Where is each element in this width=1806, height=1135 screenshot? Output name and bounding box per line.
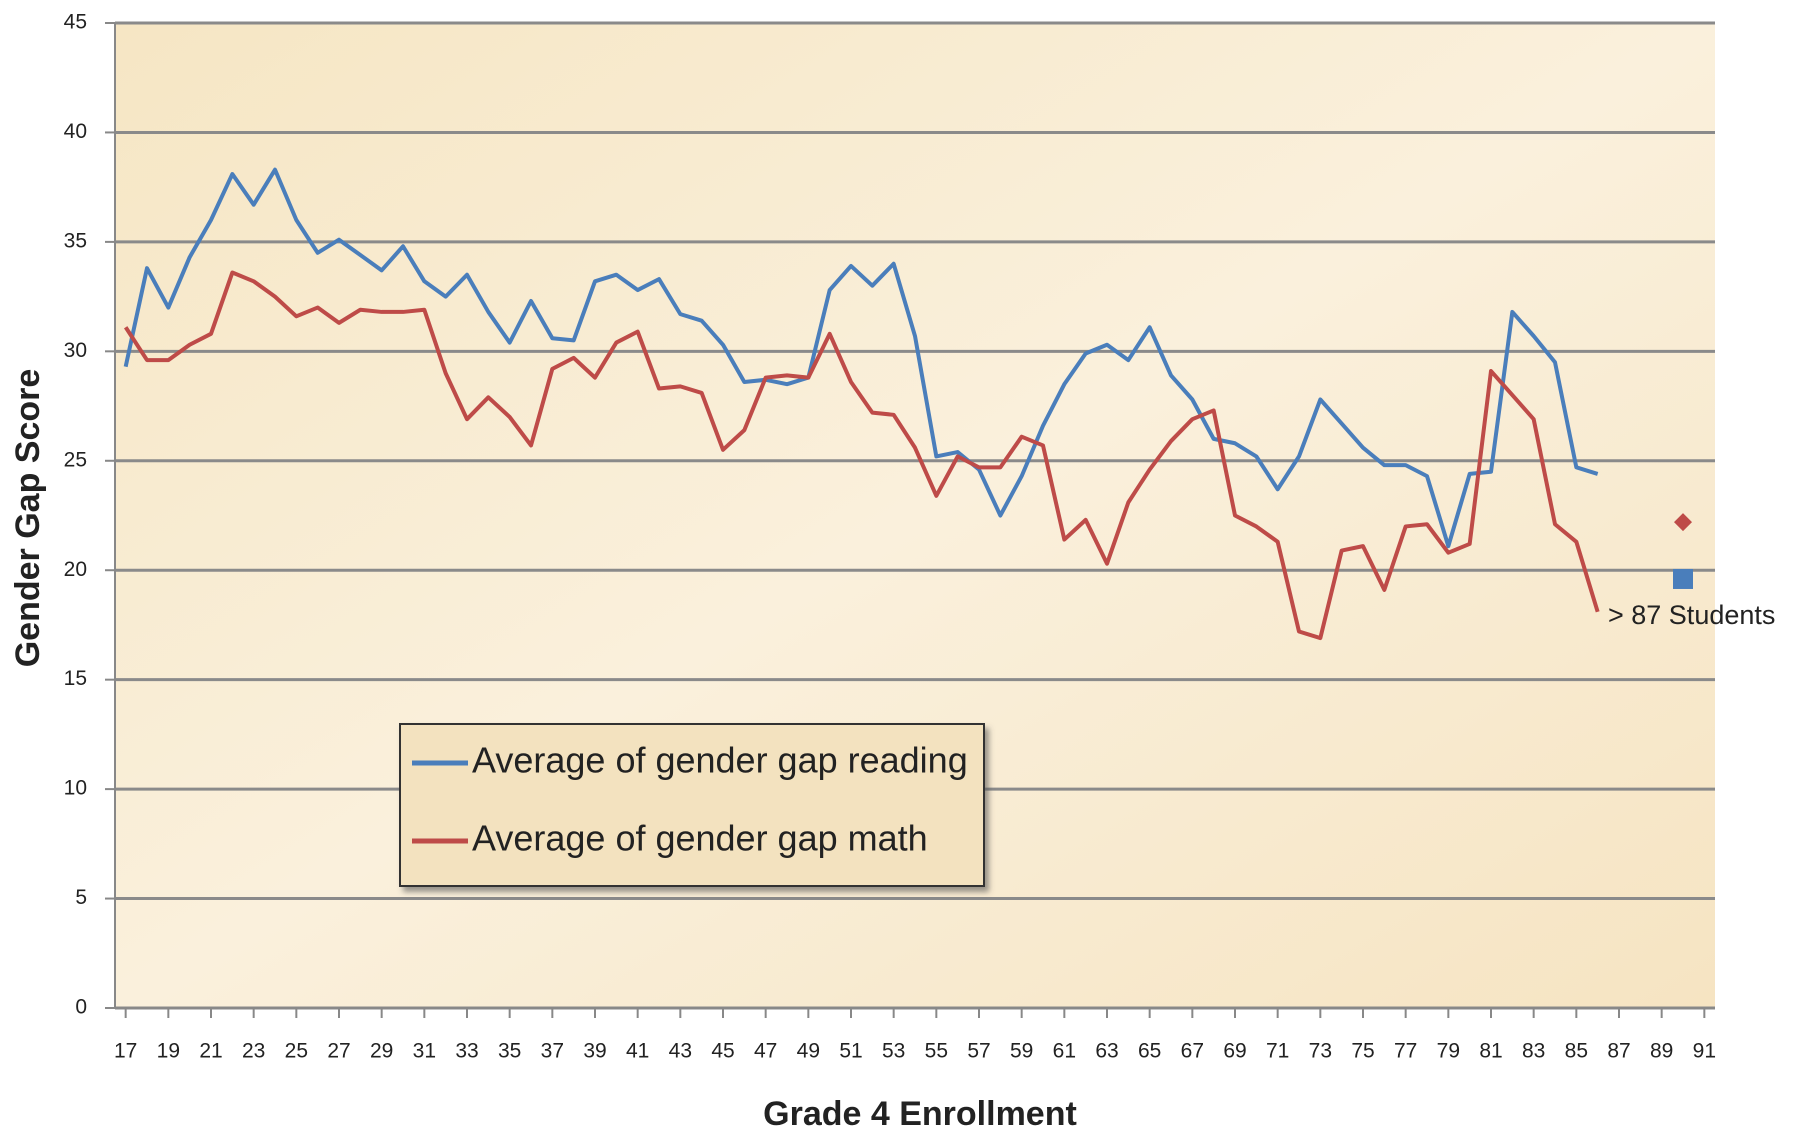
x-tick-label: 19 [157, 1040, 180, 1063]
y-tick-label: 35 [64, 229, 87, 252]
x-tick-label: 61 [1053, 1040, 1076, 1063]
x-tick-label: 87 [1607, 1040, 1630, 1063]
y-axis-title: Gender Gap Score [9, 369, 47, 668]
legend-label: Average of gender gap reading [472, 740, 968, 781]
x-tick-label: 53 [882, 1040, 905, 1063]
y-tick-label: 20 [64, 558, 87, 581]
y-tick-label: 5 [75, 886, 87, 909]
point-marker [1674, 513, 1692, 532]
x-tick-label: 17 [114, 1040, 137, 1063]
x-tick-label: 49 [797, 1040, 820, 1063]
x-axis-title: Grade 4 Enrollment [763, 1095, 1077, 1133]
x-tick-label: 31 [413, 1040, 436, 1063]
x-tick-label: 55 [925, 1040, 948, 1063]
point-marker [1673, 568, 1693, 589]
x-tick-label: 63 [1095, 1040, 1118, 1063]
x-tick-label: 35 [498, 1040, 521, 1063]
x-tick-label: 29 [370, 1040, 393, 1063]
x-tick-label: 37 [541, 1040, 564, 1063]
x-tick-label: 59 [1010, 1040, 1033, 1063]
x-tick-label: 71 [1266, 1040, 1289, 1063]
x-tick-label: 25 [285, 1040, 308, 1063]
legend-box [399, 723, 985, 887]
x-tick-label: 45 [711, 1040, 734, 1063]
x-tick-label: 21 [199, 1040, 222, 1063]
y-tick-label: 25 [64, 448, 87, 471]
x-tick-label: 51 [839, 1040, 862, 1063]
x-tick-label: 57 [967, 1040, 990, 1063]
x-tick-label: 81 [1479, 1040, 1502, 1063]
x-tick-label: 85 [1565, 1040, 1588, 1063]
y-tick-label: 15 [64, 667, 87, 690]
x-tick-label: 73 [1309, 1040, 1332, 1063]
y-tick-label: 40 [64, 120, 87, 143]
x-tick-label: 89 [1650, 1040, 1673, 1063]
x-tick-label: 77 [1394, 1040, 1417, 1063]
legend: Average of gender gap reading Average of … [399, 723, 985, 887]
y-tick-label: 0 [75, 996, 87, 1019]
x-tick-label: 67 [1181, 1040, 1204, 1063]
x-tick-label: 23 [242, 1040, 265, 1063]
annotation: > 87 Students [1608, 600, 1775, 630]
x-tick-label: 27 [327, 1040, 350, 1063]
x-tick-label: 33 [455, 1040, 478, 1063]
y-tick-label: 45 [64, 11, 87, 34]
x-tick-label: 43 [669, 1040, 692, 1063]
x-tick-label: 69 [1223, 1040, 1246, 1063]
x-tick-label: 91 [1693, 1040, 1716, 1063]
x-tick-label: 83 [1522, 1040, 1545, 1063]
x-tick-label: 41 [626, 1040, 649, 1063]
x-tick-label: 65 [1138, 1040, 1161, 1063]
x-tick-label: 47 [754, 1040, 777, 1063]
data-line [123, 270, 1600, 641]
y-tick-label: 10 [64, 777, 87, 800]
data-line [123, 167, 1599, 549]
y-tick-label: 30 [64, 339, 87, 362]
x-tick-label: 79 [1437, 1040, 1460, 1063]
legend-label: Average of gender gap math [472, 818, 928, 859]
x-tick-label: 39 [583, 1040, 606, 1063]
x-tick-label: 75 [1351, 1040, 1374, 1063]
